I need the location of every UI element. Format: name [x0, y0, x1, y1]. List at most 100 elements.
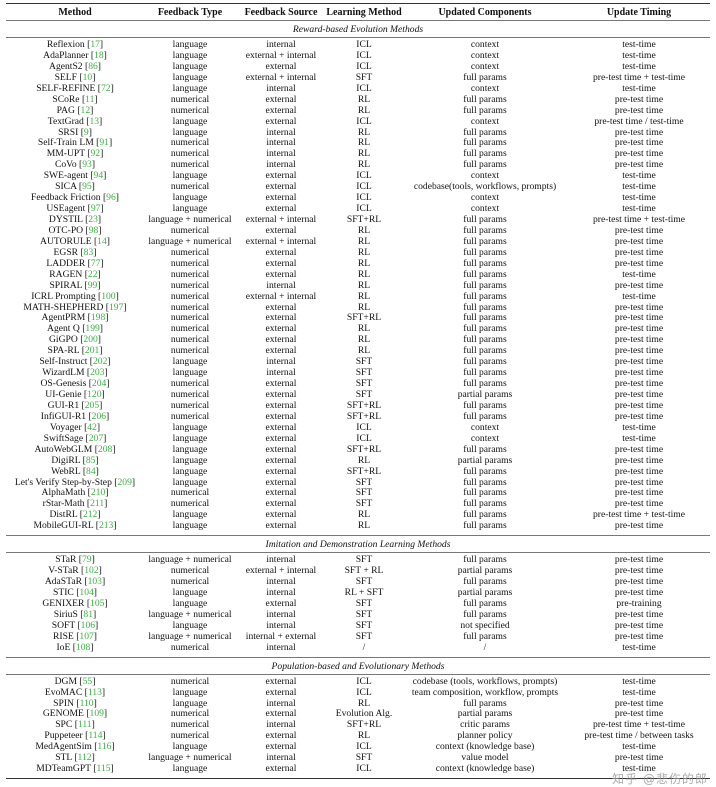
- updated-components-cell: full params: [463, 104, 507, 116]
- feedback-source-cell: internal: [266, 137, 296, 149]
- citation-link[interactable]: 9: [83, 126, 89, 138]
- citation-link[interactable]: 212: [82, 509, 98, 521]
- citation-link[interactable]: 94: [93, 170, 104, 182]
- citation-link[interactable]: 98: [88, 224, 99, 236]
- citation-link[interactable]: 197: [108, 301, 124, 313]
- feedback-source-cell: external: [265, 378, 297, 390]
- citation-link[interactable]: 79: [81, 554, 92, 566]
- feedback-type-cell: numerical: [170, 334, 210, 346]
- updated-components-cell: codebase(tools, workflows, prompts): [413, 181, 557, 193]
- citation-link[interactable]: 77: [90, 257, 101, 269]
- update-timing-cell: pre-test time: [614, 697, 664, 709]
- updated-components-cell: full params: [463, 290, 507, 302]
- updated-components-cell: full params: [463, 323, 507, 335]
- citation-link[interactable]: 200: [83, 334, 98, 346]
- citation-link[interactable]: 97: [90, 203, 101, 215]
- citation-link[interactable]: 111: [77, 719, 92, 731]
- citation-link[interactable]: 105: [90, 597, 105, 609]
- learning-method-cell: RL: [357, 520, 371, 532]
- citation-link[interactable]: 100: [101, 290, 116, 302]
- citation-link[interactable]: 22: [87, 268, 98, 280]
- feedback-source-cell: external: [265, 399, 297, 411]
- method-name: AdaSTaR: [44, 576, 82, 588]
- citation-link[interactable]: 17: [90, 39, 100, 50]
- learning-method-cell: SFT: [355, 356, 373, 368]
- citation-link[interactable]: 110: [79, 697, 94, 709]
- citation-link[interactable]: 103: [87, 576, 102, 588]
- update-timing-cell: pre-test time: [614, 399, 664, 411]
- citation-link[interactable]: 11: [85, 93, 95, 105]
- citation-link[interactable]: 55: [82, 675, 93, 687]
- updated-components-cell: not specified: [460, 619, 510, 631]
- citation-link[interactable]: 116: [97, 741, 112, 753]
- citation-link[interactable]: 13: [89, 115, 100, 127]
- method-name: STL: [55, 752, 72, 764]
- citation-link[interactable]: 81: [83, 608, 93, 620]
- learning-method-cell: SFT+RL: [346, 399, 382, 411]
- feedback-type-cell: numerical: [170, 399, 210, 411]
- citation-link[interactable]: 93: [82, 159, 92, 171]
- citation-link[interactable]: 202: [92, 356, 108, 368]
- citation-link[interactable]: 86: [88, 60, 98, 72]
- citation-link[interactable]: 120: [87, 389, 102, 400]
- feedback-type-cell: numerical: [170, 498, 210, 510]
- citation-link[interactable]: 102: [84, 565, 99, 577]
- citation-link[interactable]: 199: [85, 323, 100, 335]
- citation-link[interactable]: 213: [98, 520, 114, 532]
- method-cell: GiGPO [200]: [49, 334, 101, 346]
- citation-link[interactable]: 14: [97, 235, 107, 247]
- feedback-type-cell: language: [172, 619, 208, 631]
- citation-link[interactable]: 206: [91, 410, 107, 422]
- citation-link[interactable]: 85: [85, 454, 96, 466]
- table-row: GUI-R1 [205] numerical external SFT+RL full …: [6, 399, 710, 412]
- citation-link[interactable]: 210: [90, 487, 106, 499]
- citation-link[interactable]: 84: [86, 465, 96, 477]
- updated-components-cell: /: [483, 641, 487, 653]
- citation-link[interactable]: 211: [90, 498, 105, 510]
- feedback-source-cell: internal: [266, 159, 296, 171]
- feedback-source-cell: external: [265, 301, 297, 313]
- citation-link[interactable]: 208: [97, 443, 113, 455]
- citation-link[interactable]: 42: [87, 421, 97, 433]
- citation-link[interactable]: 83: [83, 246, 94, 258]
- citation-link[interactable]: 201: [84, 345, 100, 357]
- citation-link[interactable]: 107: [79, 630, 94, 642]
- citation-link[interactable]: 198: [90, 312, 106, 324]
- citation-link[interactable]: 114: [88, 730, 103, 742]
- feedback-type-cell: language: [172, 454, 208, 466]
- citation-link[interactable]: 113: [87, 686, 102, 698]
- citation-link[interactable]: 106: [80, 619, 96, 631]
- citation-link[interactable]: 209: [117, 476, 132, 488]
- citation-link[interactable]: 95: [82, 181, 92, 193]
- citation-link[interactable]: 18: [94, 49, 104, 61]
- learning-method-cell: RL: [357, 509, 371, 521]
- citation-link[interactable]: 23: [88, 214, 98, 225]
- updated-components-cell: full params: [463, 476, 507, 488]
- citation-link[interactable]: 104: [79, 587, 94, 598]
- table-row: SPIRAL [99] numerical internal RL full param…: [6, 279, 710, 292]
- citation-link[interactable]: 207: [88, 432, 104, 444]
- citation-link[interactable]: 205: [84, 399, 100, 411]
- table-row: SELF [10] language external + internal SFT f…: [6, 71, 710, 84]
- table-row: RAGEN [22] numerical external RL full params…: [6, 268, 710, 281]
- citation-link[interactable]: 12: [80, 104, 91, 116]
- feedback-type-cell: language + numerical: [148, 752, 232, 764]
- feedback-type-cell: language: [172, 71, 208, 83]
- method-cell: MATH-SHEPHERD [197]: [23, 301, 127, 313]
- citation-link[interactable]: 204: [91, 378, 107, 390]
- citation-link[interactable]: 92: [90, 148, 101, 160]
- citation-link[interactable]: 112: [77, 752, 92, 764]
- citation-link[interactable]: 109: [89, 708, 104, 720]
- table-row: MedAgentSim [116] language external ICL cont…: [6, 741, 710, 753]
- citation-link[interactable]: 99: [87, 279, 98, 291]
- citation-link[interactable]: 203: [90, 367, 105, 379]
- method-cell: Self-Train LM [91]: [37, 137, 113, 149]
- citation-link[interactable]: 91: [99, 137, 109, 149]
- citation-link[interactable]: 72: [100, 82, 111, 94]
- citation-link[interactable]: 115: [96, 763, 111, 775]
- update-timing-cell: pre-test time: [614, 104, 664, 116]
- citation-link[interactable]: 108: [75, 641, 91, 653]
- citation-link[interactable]: 10: [82, 71, 93, 83]
- citation-link[interactable]: 96: [106, 192, 116, 204]
- method-name: STIC: [53, 587, 74, 598]
